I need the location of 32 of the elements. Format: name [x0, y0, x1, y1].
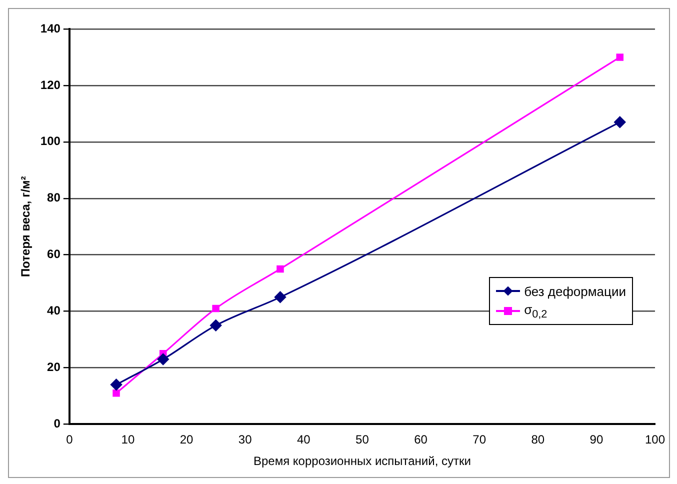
- x-tick-label: 90: [590, 432, 604, 447]
- point: [274, 291, 286, 303]
- x-tick-label: 70: [472, 432, 486, 447]
- legend-label: σ$_{0,2}$: [524, 302, 548, 320]
- y-tick-label: 140: [40, 21, 61, 36]
- x-axis-title: Время коррозионных испытаний, сутки: [253, 454, 471, 468]
- point: [614, 116, 626, 128]
- x-tick-label: 50: [356, 432, 370, 447]
- point: [210, 320, 222, 332]
- x-tick-label: 80: [531, 432, 545, 447]
- point: [212, 304, 220, 312]
- x-tick-label: 0: [66, 432, 74, 447]
- x-tick-label: 30: [238, 432, 252, 447]
- x-tick-label: 10: [121, 432, 135, 447]
- point: [112, 390, 120, 397]
- y-tick-label: 60: [47, 247, 61, 262]
- y-axis-title: Потеря веса, г/м²: [18, 176, 33, 278]
- y-tick-label: 80: [47, 190, 61, 205]
- point: [157, 353, 169, 366]
- y-tick-label: 40: [47, 304, 61, 318]
- y-tick-label: 20: [47, 360, 61, 374]
- y-tick-label: 0: [54, 416, 61, 431]
- point: [276, 265, 284, 273]
- x-tick-label: 20: [180, 432, 194, 447]
- legend-label: без деформации: [524, 284, 626, 298]
- x-tick-label: 60: [414, 432, 428, 447]
- point: [110, 378, 122, 390]
- x-tick-label: 40: [296, 432, 311, 447]
- point: [616, 54, 624, 61]
- x-tick-label: 100: [644, 432, 666, 447]
- y-tick-label: 100: [40, 134, 61, 148]
- y-tick-label: 120: [40, 78, 61, 92]
